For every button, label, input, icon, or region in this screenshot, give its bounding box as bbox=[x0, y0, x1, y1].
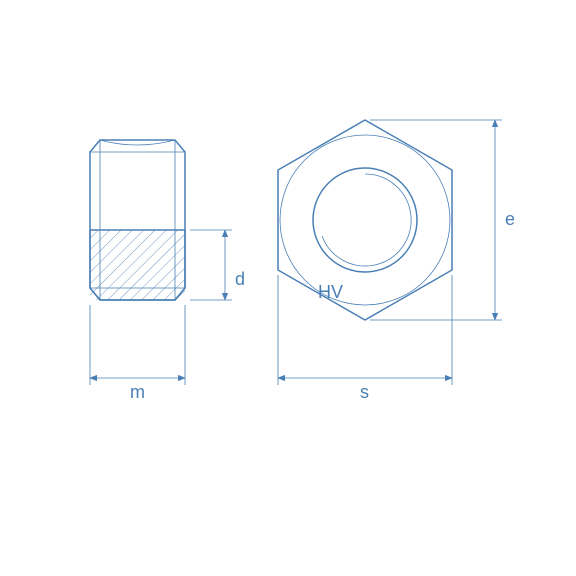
dim-e-label: e bbox=[505, 209, 515, 229]
dimension-m: m bbox=[90, 305, 185, 402]
side-view bbox=[90, 140, 185, 300]
hv-label: HV bbox=[318, 282, 343, 302]
dimension-e: e bbox=[370, 120, 515, 320]
dim-m-label: m bbox=[130, 382, 145, 402]
dim-d-label: d bbox=[235, 269, 245, 289]
top-view bbox=[278, 120, 452, 320]
dimension-s: s bbox=[278, 275, 452, 402]
technical-drawing: HV m d s e bbox=[0, 0, 576, 576]
dimension-d: d bbox=[190, 230, 245, 300]
dim-s-label: s bbox=[360, 382, 369, 402]
